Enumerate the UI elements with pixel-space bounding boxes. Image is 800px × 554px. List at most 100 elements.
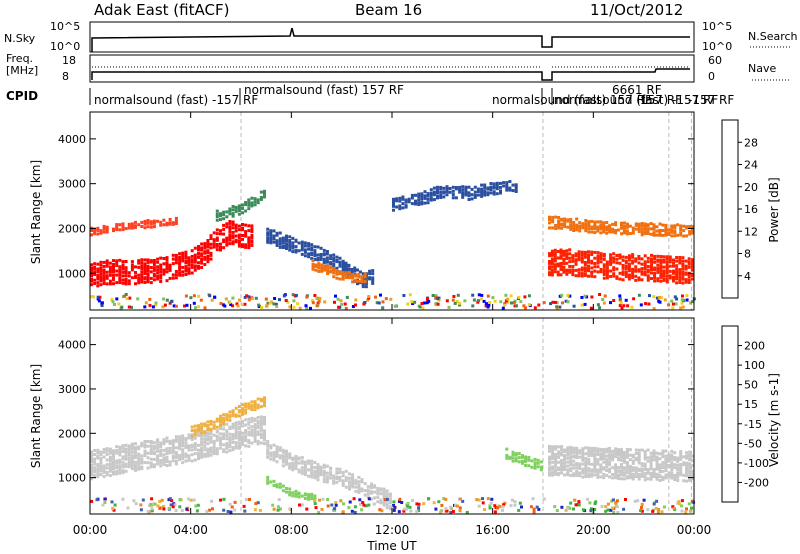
ground-scatter-cell [648,294,651,298]
data-cell [575,225,579,229]
data-cell [628,232,632,235]
data-cell [572,472,576,476]
data-cell [212,242,216,246]
data-cell [200,257,204,261]
data-cell [625,463,629,467]
data-cell [209,435,213,439]
data-cell [326,264,330,268]
ground-scatter-cell [273,297,277,300]
data-cell [152,266,156,270]
data-cell [159,263,163,267]
data-cell [688,469,692,473]
ground-scatter-cell [413,300,417,304]
data-cell [385,492,389,496]
data-cell [237,209,241,212]
data-cell [609,256,613,260]
ground-scatter-cell [144,301,148,305]
data-cell [259,441,263,445]
data-cell [664,460,668,464]
ground-scatter-cell [572,507,575,511]
data-cell [266,240,270,244]
data-cell [344,273,348,277]
nave-tick-top: 60 [708,54,722,67]
data-cell [209,428,213,432]
ground-scatter-cell [572,304,576,308]
data-cell [146,280,150,284]
data-cell [640,469,644,473]
data-cell [112,265,115,269]
ground-scatter-cell [449,511,453,514]
data-cell [319,465,323,469]
data-cell [548,261,551,265]
data-cell [193,424,197,428]
data-cell [300,240,304,244]
data-cell [649,462,653,466]
data-cell [108,455,112,459]
data-cell [171,257,175,261]
data-cell [275,452,279,456]
data-cell [184,459,188,463]
data-cell [593,231,597,235]
ground-scatter-cell [389,505,393,509]
data-cell [605,263,609,267]
data-cell [662,265,666,269]
data-cell [278,448,282,452]
data-cell [664,233,668,237]
data-cell [560,468,564,472]
ground-scatter-cell [199,298,203,302]
ground-scatter-cell [243,295,247,299]
data-cell [222,434,226,438]
data-cell [326,272,330,275]
data-cell [605,447,609,451]
data-cell [672,269,675,273]
ground-scatter-cell [632,297,636,301]
ground-scatter-cell [644,302,648,306]
data-cell [278,237,282,241]
data-cell [554,460,558,464]
data-cell [162,440,166,444]
data-cell [187,457,191,460]
data-cell [676,456,680,460]
data-cell [234,436,238,440]
data-cell [278,245,282,249]
data-cell [137,465,141,469]
ground-scatter-cell [115,297,119,301]
data-cell [637,461,641,465]
ground-scatter-cell [434,295,438,299]
data-cell [326,269,330,273]
data-cell [143,443,147,447]
data-cell [678,269,682,273]
data-cell [269,444,273,448]
data-cell [215,248,219,252]
data-cell [587,230,591,234]
data-cell [307,252,311,256]
data-cell [247,236,251,240]
data-cell [250,196,254,200]
data-cell [156,260,160,264]
data-cell [341,268,345,272]
data-cell [634,222,638,226]
data-cell [514,190,518,193]
data-cell [646,276,650,280]
data-cell [631,455,635,459]
data-cell [627,256,631,260]
data-cell [285,462,288,466]
data-cell [568,265,572,268]
data-cell [605,458,609,462]
data-cell [96,472,100,476]
data-cell [562,257,566,261]
data-cell [687,281,691,284]
data-cell [130,260,134,264]
data-cell [593,275,597,279]
data-cell [611,476,615,480]
ground-scatter-cell [432,501,436,505]
data-cell [234,423,238,427]
data-cell [470,197,474,201]
data-cell [316,472,320,476]
ground-scatter-cell [535,505,539,509]
data-cell [127,225,131,229]
data-cell [118,268,122,272]
data-cell [297,461,301,465]
data-cell [200,431,204,435]
